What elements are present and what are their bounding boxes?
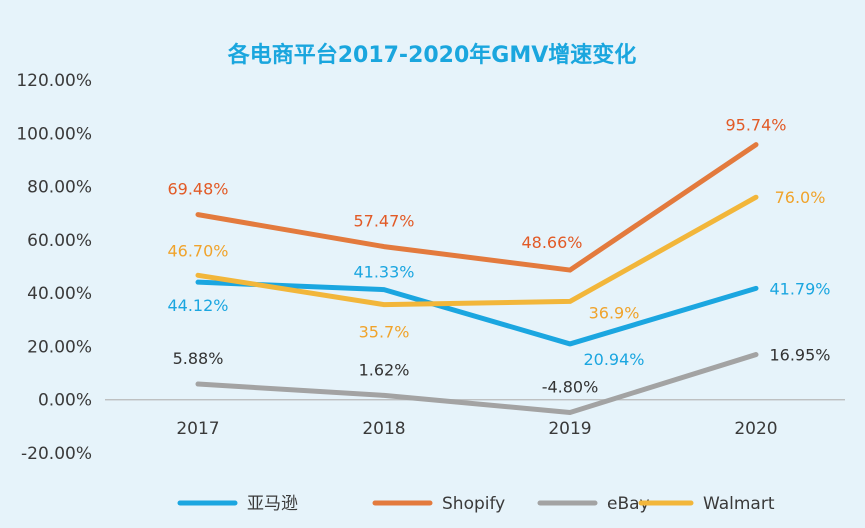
y-tick-label: 0.00% [38,391,92,411]
x-tick-label: 2019 [548,419,591,439]
x-tick-label: 2017 [176,419,219,439]
data-labels: 44.12% 41.33% 20.94% 41.79% 69.48% 57.47% 48.6… [167,116,830,397]
series-line [195,142,759,273]
x-tick-label: 2018 [362,419,405,439]
y-tick-label: 120.00% [16,71,92,91]
data-label: 44.12% [167,296,228,315]
y-tick-label: 100.00% [16,124,92,144]
data-label: 46.70% [167,241,228,260]
y-axis-ticks: 120.00% 100.00% 80.00% 60.00% 40.00% 20.00% 0.… [16,71,92,464]
data-label: 95.74% [725,116,786,135]
data-label: 57.47% [353,212,414,231]
data-label: 20.94% [583,350,644,369]
data-label: 5.88% [173,349,224,368]
data-label: 69.48% [167,180,228,199]
y-tick-label: 20.00% [27,337,92,357]
chart-title: 各电商平台2017-2020年GMV增速变化 [227,42,637,68]
legend-label: 亚马逊 [247,494,298,514]
legend: 亚马逊 Shopify eBay Walmart [177,494,775,514]
data-label: 48.66% [521,233,582,252]
legend-label: Walmart [703,494,775,514]
data-label: 36.9% [589,303,640,322]
y-tick-label: 80.00% [27,178,92,198]
y-tick-label: 40.00% [27,284,92,304]
x-tick-label: 2020 [734,419,777,439]
data-label: 16.95% [769,346,830,365]
data-label: 35.7% [359,323,410,342]
legend-label: eBay [607,494,650,514]
series-line [195,352,759,416]
y-tick-label: 60.00% [27,231,92,251]
data-label: 76.0% [775,188,826,207]
series-lines [195,142,759,416]
data-label: -4.80% [542,378,599,397]
data-label: 41.79% [769,279,830,298]
series-line [195,194,759,308]
data-label: 41.33% [353,263,414,282]
x-axis-ticks: 2017 2018 2019 2020 [176,419,777,439]
series-line [195,279,759,347]
legend-label: Shopify [442,494,505,514]
data-label: 1.62% [359,360,410,379]
y-tick-label: -20.00% [21,444,92,464]
